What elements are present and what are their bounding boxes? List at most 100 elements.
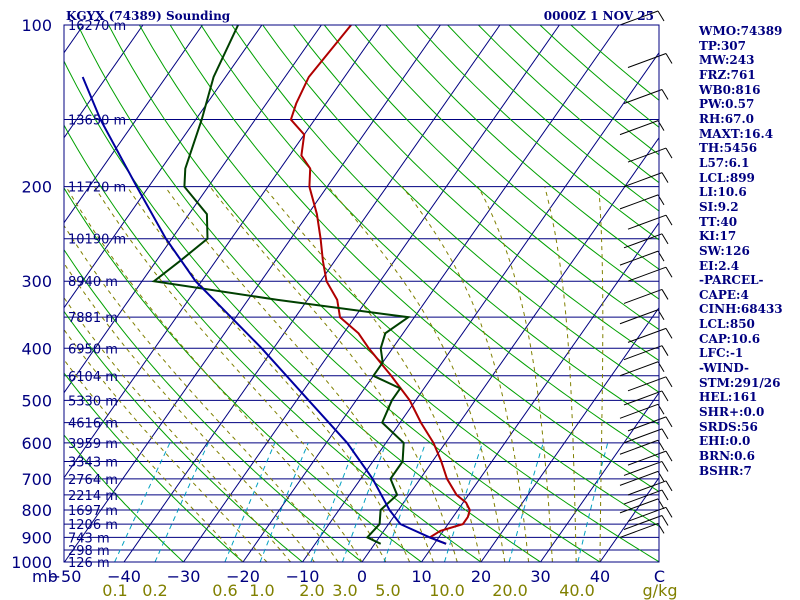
mixing-ratio-label: 2.0 bbox=[299, 581, 324, 600]
temperature-label: 20 bbox=[471, 567, 491, 586]
wind-barb-staff bbox=[619, 120, 659, 136]
mixing-ratio-line bbox=[154, 442, 209, 562]
mixing-ratio-label: 0.6 bbox=[212, 581, 237, 600]
wind-barb-staff bbox=[623, 460, 663, 476]
wind-barb bbox=[627, 266, 673, 282]
moist-adiabat-line bbox=[64, 262, 315, 562]
wind-barb-staff bbox=[627, 480, 667, 496]
wind-barb-staff bbox=[619, 403, 659, 419]
pressure-label: 300 bbox=[21, 272, 52, 291]
index-item: -PARCEL- bbox=[699, 273, 764, 288]
background-grid bbox=[64, 25, 659, 562]
wind-barb-staff bbox=[627, 327, 667, 343]
dry-adiabat-line bbox=[416, 25, 659, 241]
pressure-label: 400 bbox=[21, 339, 52, 358]
mixing-ratio-label: 0.1 bbox=[102, 581, 127, 600]
pressure-label: 500 bbox=[21, 391, 52, 410]
wind-barb-flag bbox=[665, 416, 673, 428]
wind-barb-flag bbox=[661, 428, 669, 440]
wind-barb-flag bbox=[657, 10, 665, 22]
index-item: LI:10.6 bbox=[699, 185, 747, 200]
wind-barb-staff bbox=[627, 214, 667, 230]
index-item: HEL:161 bbox=[699, 390, 758, 405]
moist-adiabat-line bbox=[164, 186, 434, 562]
wind-barb bbox=[627, 376, 673, 392]
wind-barb-staff bbox=[627, 147, 667, 163]
height-label: 298 m bbox=[68, 544, 110, 559]
height-label: 2764 m bbox=[68, 473, 118, 488]
index-item: LCL:850 bbox=[699, 317, 755, 332]
temperature-label: 30 bbox=[530, 567, 550, 586]
wind-barb-staff bbox=[619, 361, 659, 377]
index-item: TT:40 bbox=[699, 214, 738, 229]
wind-barb bbox=[623, 428, 669, 444]
wind-barb bbox=[623, 345, 669, 361]
dry-adiabat-line bbox=[231, 25, 659, 426]
mixing-ratio-label: 0.2 bbox=[142, 581, 167, 600]
pressure-label: 700 bbox=[21, 470, 52, 489]
moist-adiabat-line bbox=[209, 186, 458, 562]
mixing-ratio-label: 10.0 bbox=[429, 581, 465, 600]
wind-barb bbox=[627, 53, 673, 68]
wind-barb-flag bbox=[665, 376, 673, 388]
wind-barb-staff bbox=[619, 250, 659, 266]
wind-barb-flag bbox=[665, 147, 673, 159]
wind-barb-staff bbox=[619, 194, 659, 210]
height-label: 1697 m bbox=[68, 504, 118, 519]
index-item: BSHR:7 bbox=[699, 463, 752, 478]
temperature-label: 10 bbox=[411, 567, 431, 586]
dry-adiabat-line bbox=[323, 25, 659, 331]
index-item: SRDS:56 bbox=[699, 419, 758, 434]
dry-adiabat-line bbox=[64, 372, 244, 562]
mixing-ratio-label: 20.0 bbox=[492, 581, 528, 600]
wind-barb-flag bbox=[661, 233, 669, 245]
temperature-label: −10 bbox=[286, 567, 320, 586]
moist-adiabat-line bbox=[477, 186, 553, 562]
wind-barb bbox=[619, 361, 665, 377]
pressure-label: 200 bbox=[21, 178, 52, 197]
wind-barb-flag bbox=[665, 53, 673, 64]
wind-barb-flag bbox=[661, 461, 669, 472]
wind-barb-flag bbox=[661, 515, 669, 526]
height-label: 7881 m bbox=[68, 311, 118, 326]
mixing-ratio-label: 5.0 bbox=[375, 581, 400, 600]
index-item: PW:0.57 bbox=[699, 97, 755, 112]
plot-frame bbox=[63, 24, 660, 563]
moist-adiabat-line bbox=[64, 358, 244, 562]
wind-barb bbox=[619, 194, 665, 210]
wind-barb-flag bbox=[661, 489, 669, 501]
wind-barb-flag bbox=[665, 507, 673, 518]
height-label: 13650 m bbox=[68, 114, 126, 129]
wind-barb bbox=[627, 450, 673, 466]
wind-barb-staff bbox=[627, 416, 667, 432]
isotherm-line bbox=[361, 136, 659, 562]
index-item: CAPE:4 bbox=[699, 287, 749, 302]
wind-barb-staff bbox=[623, 288, 663, 304]
isotherm-line bbox=[183, 25, 560, 562]
index-item: CINH:68433 bbox=[699, 302, 783, 317]
height-label: 10190 m bbox=[68, 233, 126, 248]
wind-barb bbox=[623, 288, 669, 304]
moist-adiabat-line bbox=[64, 224, 339, 562]
temperature-label: C bbox=[654, 567, 665, 586]
wind-barb-staff bbox=[627, 376, 667, 392]
height-label: 126 m bbox=[68, 556, 110, 571]
dry-adiabat-line bbox=[77, 25, 601, 562]
wind-barb bbox=[619, 250, 665, 266]
isotherm-line bbox=[64, 25, 322, 394]
wind-barb-flag bbox=[661, 89, 669, 100]
moist-adiabat-line bbox=[327, 186, 506, 562]
wind-barb-flag bbox=[661, 289, 669, 300]
wind-barb-flag bbox=[665, 328, 673, 339]
isotherm-line bbox=[540, 391, 659, 562]
wind-barb bbox=[627, 147, 673, 163]
wind-barb-staff bbox=[623, 233, 663, 249]
wind-barb-staff bbox=[623, 515, 663, 530]
index-item: L57:6.1 bbox=[699, 155, 750, 170]
wind-barbs bbox=[619, 10, 673, 538]
dry-adiabat-line bbox=[64, 60, 541, 562]
wind-barb-staff bbox=[619, 522, 659, 538]
temperature-label: −50 bbox=[48, 567, 82, 586]
